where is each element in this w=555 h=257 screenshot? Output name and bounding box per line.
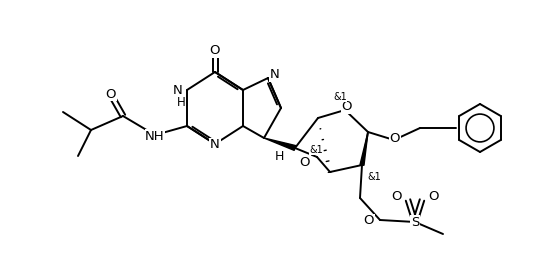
Text: H: H: [274, 150, 284, 162]
Text: &1: &1: [309, 145, 323, 155]
Text: O: O: [428, 190, 438, 204]
Text: &1: &1: [367, 172, 381, 182]
Polygon shape: [360, 132, 368, 165]
Text: &1: &1: [333, 92, 347, 102]
Text: O: O: [391, 190, 402, 204]
Text: O: O: [106, 87, 116, 100]
Text: H: H: [176, 96, 185, 108]
Text: O: O: [390, 133, 400, 145]
Polygon shape: [264, 138, 296, 150]
Text: O: O: [364, 215, 374, 227]
Text: O: O: [300, 155, 310, 169]
Text: S: S: [411, 216, 419, 228]
Text: O: O: [210, 44, 220, 58]
Text: N: N: [270, 69, 280, 81]
Text: N: N: [173, 84, 183, 96]
Text: N: N: [210, 139, 220, 151]
Text: O: O: [342, 100, 352, 114]
Text: NH: NH: [145, 130, 165, 142]
